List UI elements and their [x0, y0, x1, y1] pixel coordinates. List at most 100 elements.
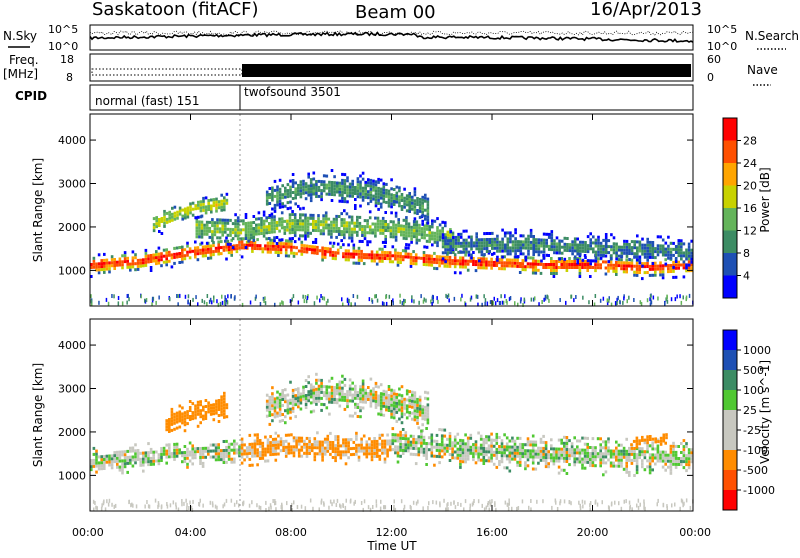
velocity-cell	[654, 463, 657, 466]
velocity-cell	[425, 454, 428, 457]
power-cell	[358, 259, 361, 262]
velocity-cell	[186, 454, 189, 457]
power-cell	[276, 191, 279, 194]
power-cell	[509, 246, 512, 249]
power-cell	[315, 226, 318, 229]
velocity-cell	[553, 459, 556, 462]
power-cell	[320, 183, 323, 186]
power-cell	[628, 262, 631, 265]
power-cell	[152, 260, 155, 263]
velocity-cell	[401, 403, 404, 406]
velocity-speckle	[301, 505, 303, 509]
velocity-cell	[310, 392, 313, 395]
power-cell	[677, 264, 680, 267]
power-cell	[325, 217, 328, 220]
power-cell	[517, 249, 520, 252]
velocity-cell	[475, 440, 478, 443]
velocity-cell	[314, 443, 317, 446]
power-cell	[336, 185, 339, 188]
power-speckle	[111, 294, 113, 298]
power-cell	[447, 239, 450, 242]
velocity-cell	[371, 440, 374, 443]
power-cell	[579, 266, 582, 269]
power-cell	[665, 248, 668, 251]
power-cell	[551, 248, 554, 251]
power-cell	[568, 257, 571, 260]
power-cell	[357, 180, 360, 183]
velocity-cell	[449, 432, 452, 435]
power-cell	[207, 248, 210, 251]
velocity-cell	[527, 443, 530, 446]
power-cell	[382, 220, 385, 223]
velocity-cell	[176, 415, 179, 418]
power-cell	[250, 233, 253, 236]
velocity-cell	[672, 445, 675, 448]
velocity-cell	[641, 447, 644, 450]
velocity-cell	[532, 459, 535, 462]
power-cell	[467, 263, 470, 266]
power-cell	[613, 251, 616, 254]
power-cell	[556, 242, 559, 245]
power-cell	[286, 223, 289, 226]
power-cell	[483, 241, 486, 244]
velocity-cell	[298, 437, 301, 440]
power-cell	[353, 247, 356, 250]
velocity-cell	[414, 418, 417, 421]
power-cell	[491, 244, 494, 247]
power-cell	[142, 261, 145, 264]
power-speckle	[122, 301, 124, 305]
velocity-cell	[220, 401, 223, 404]
power-cell	[95, 263, 98, 266]
velocity-cell	[428, 442, 431, 445]
power-cell	[201, 230, 204, 233]
velocity-cell	[223, 398, 226, 401]
velocity-cell	[406, 416, 409, 419]
velocity-cell	[652, 438, 655, 441]
power-cell	[447, 245, 450, 248]
power-cell	[366, 231, 369, 234]
power-cell	[665, 251, 668, 254]
power-cell	[369, 240, 372, 243]
velocity-cell	[462, 454, 465, 457]
power-cell	[292, 185, 295, 188]
power-cell	[347, 255, 350, 258]
velocity-cell	[532, 462, 535, 465]
power-cell	[517, 246, 520, 249]
power-cell	[311, 248, 314, 251]
power-cell	[542, 254, 545, 257]
velocity-cell	[301, 455, 304, 458]
velocity-cell	[633, 440, 636, 443]
velocity-cell	[412, 441, 415, 444]
power-cell	[390, 235, 393, 238]
velocity-cell	[399, 446, 402, 449]
velocity-cell	[184, 460, 187, 463]
velocity-cell	[288, 449, 291, 452]
velocity-cell	[408, 405, 411, 408]
power-cell	[126, 263, 129, 266]
velocity-cell	[406, 392, 409, 395]
velocity-cell	[186, 463, 189, 466]
velocity-cell	[540, 456, 543, 459]
power-cell	[589, 262, 592, 265]
velocity-cell	[380, 398, 383, 401]
power-cell	[688, 252, 691, 255]
velocity-cell	[192, 402, 195, 405]
power-cell	[581, 263, 584, 266]
velocity-cell	[302, 398, 305, 401]
power-cell	[213, 204, 216, 207]
velocity-cell	[376, 455, 379, 458]
velocity-cell	[233, 458, 236, 461]
velocity-cell	[405, 431, 408, 434]
power-cell	[618, 249, 621, 252]
power-cell	[334, 254, 337, 257]
velocity-cell	[318, 379, 321, 382]
power-cell	[258, 211, 261, 214]
power-cell	[644, 253, 647, 256]
power-speckle	[686, 297, 688, 301]
power-cell	[369, 216, 372, 219]
power-cell	[529, 262, 532, 265]
power-cell	[310, 199, 313, 202]
power-cell	[509, 234, 512, 237]
power-cell	[163, 222, 166, 225]
power-cell	[184, 217, 187, 220]
